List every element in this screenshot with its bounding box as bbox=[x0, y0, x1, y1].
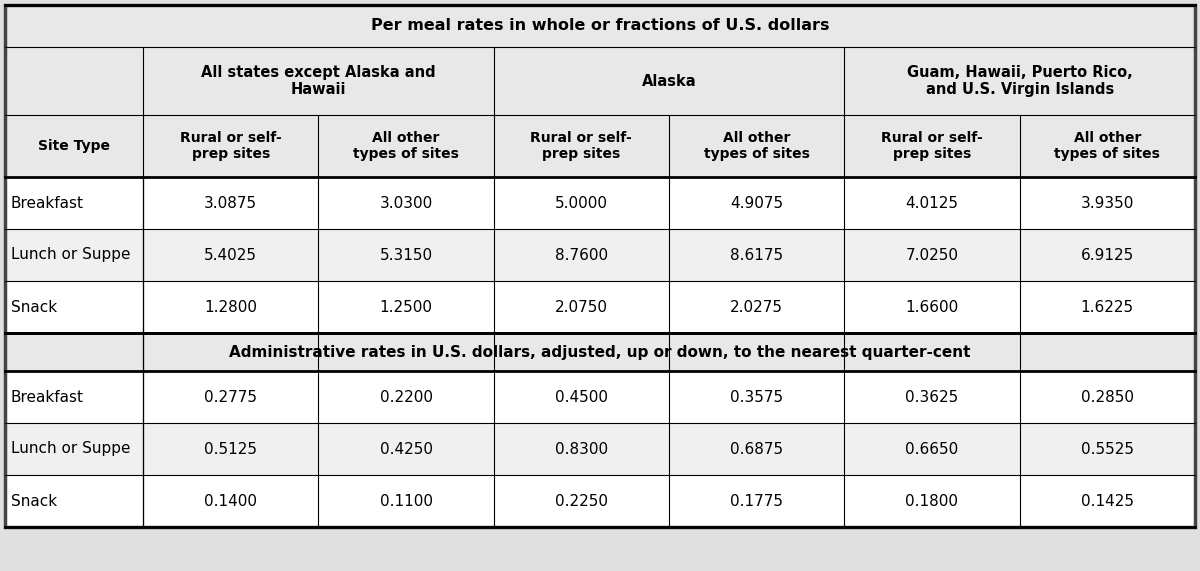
Text: Lunch or Suppe: Lunch or Suppe bbox=[11, 247, 131, 263]
Text: 0.1400: 0.1400 bbox=[204, 493, 257, 509]
Bar bbox=[5, 475, 1195, 527]
Text: 1.6600: 1.6600 bbox=[905, 300, 959, 315]
Text: 0.1100: 0.1100 bbox=[379, 493, 432, 509]
Bar bbox=[5, 177, 1195, 229]
Text: 0.4500: 0.4500 bbox=[554, 389, 608, 404]
Bar bbox=[5, 47, 1195, 115]
Text: 0.4250: 0.4250 bbox=[379, 441, 432, 456]
Text: 8.6175: 8.6175 bbox=[730, 247, 784, 263]
Text: Rural or self-
prep sites: Rural or self- prep sites bbox=[530, 131, 632, 161]
Text: Snack: Snack bbox=[11, 300, 58, 315]
Text: Breakfast: Breakfast bbox=[11, 389, 84, 404]
Bar bbox=[5, 5, 1195, 47]
Text: All other
types of sites: All other types of sites bbox=[703, 131, 810, 161]
Text: Lunch or Suppe: Lunch or Suppe bbox=[11, 441, 131, 456]
Text: Rural or self-
prep sites: Rural or self- prep sites bbox=[180, 131, 282, 161]
Text: 2.0275: 2.0275 bbox=[730, 300, 784, 315]
Text: All other
types of sites: All other types of sites bbox=[1055, 131, 1160, 161]
Text: All states except Alaska and
Hawaii: All states except Alaska and Hawaii bbox=[202, 65, 436, 97]
Text: 1.6225: 1.6225 bbox=[1081, 300, 1134, 315]
Text: 0.2850: 0.2850 bbox=[1081, 389, 1134, 404]
Text: 0.1425: 0.1425 bbox=[1081, 493, 1134, 509]
Text: 0.1775: 0.1775 bbox=[730, 493, 784, 509]
Text: Administrative rates in U.S. dollars, adjusted, up or down, to the nearest quart: Administrative rates in U.S. dollars, ad… bbox=[229, 344, 971, 360]
Text: 0.8300: 0.8300 bbox=[554, 441, 608, 456]
Text: 0.6875: 0.6875 bbox=[730, 441, 784, 456]
Text: 0.5525: 0.5525 bbox=[1081, 441, 1134, 456]
Text: 0.1800: 0.1800 bbox=[906, 493, 959, 509]
Text: Site Type: Site Type bbox=[38, 139, 110, 153]
Text: 8.7600: 8.7600 bbox=[554, 247, 608, 263]
Text: Guam, Hawaii, Puerto Rico,
and U.S. Virgin Islands: Guam, Hawaii, Puerto Rico, and U.S. Virg… bbox=[907, 65, 1133, 97]
Text: Alaska: Alaska bbox=[642, 74, 696, 89]
Text: 7.0250: 7.0250 bbox=[906, 247, 959, 263]
Text: 5.0000: 5.0000 bbox=[554, 195, 608, 211]
Text: 0.3625: 0.3625 bbox=[905, 389, 959, 404]
Text: 5.4025: 5.4025 bbox=[204, 247, 257, 263]
Bar bbox=[5, 423, 1195, 475]
Text: Per meal rates in whole or fractions of U.S. dollars: Per meal rates in whole or fractions of … bbox=[371, 18, 829, 34]
Text: 0.2250: 0.2250 bbox=[554, 493, 608, 509]
Text: Snack: Snack bbox=[11, 493, 58, 509]
Text: 0.2775: 0.2775 bbox=[204, 389, 257, 404]
Text: Breakfast: Breakfast bbox=[11, 195, 84, 211]
Bar bbox=[5, 371, 1195, 423]
Text: 1.2800: 1.2800 bbox=[204, 300, 257, 315]
Text: 3.9350: 3.9350 bbox=[1081, 195, 1134, 211]
Text: All other
types of sites: All other types of sites bbox=[353, 131, 458, 161]
Text: 0.5125: 0.5125 bbox=[204, 441, 257, 456]
Text: 3.0300: 3.0300 bbox=[379, 195, 433, 211]
Bar bbox=[5, 115, 1195, 177]
Text: 0.6650: 0.6650 bbox=[905, 441, 959, 456]
Text: 4.0125: 4.0125 bbox=[906, 195, 959, 211]
Bar bbox=[5, 333, 1195, 371]
Bar bbox=[5, 281, 1195, 333]
Text: 3.0875: 3.0875 bbox=[204, 195, 257, 211]
Text: Rural or self-
prep sites: Rural or self- prep sites bbox=[881, 131, 983, 161]
Text: 1.2500: 1.2500 bbox=[379, 300, 432, 315]
Text: 6.9125: 6.9125 bbox=[1081, 247, 1134, 263]
Text: 0.3575: 0.3575 bbox=[730, 389, 784, 404]
Text: 4.9075: 4.9075 bbox=[730, 195, 784, 211]
Bar bbox=[5, 229, 1195, 281]
Text: 5.3150: 5.3150 bbox=[379, 247, 432, 263]
Text: 2.0750: 2.0750 bbox=[554, 300, 608, 315]
Text: 0.2200: 0.2200 bbox=[379, 389, 432, 404]
